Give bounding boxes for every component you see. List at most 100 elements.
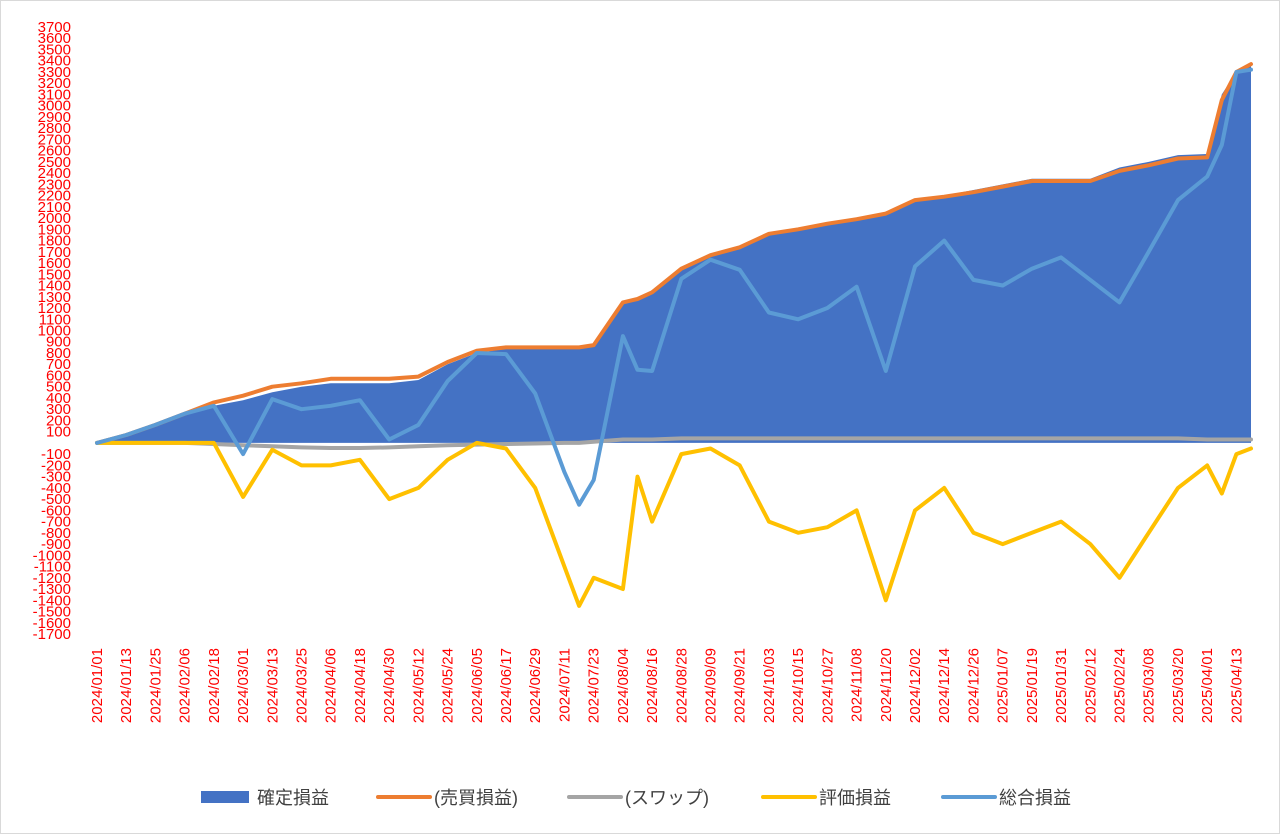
y-tick-label: 2800 [38, 120, 71, 137]
y-tick-label: -1700 [33, 626, 71, 643]
x-tick-label: 2024/07/11 [556, 648, 573, 722]
x-tick-label: 2024/04/06 [323, 648, 340, 723]
x-tick-label: 2024/04/18 [352, 648, 369, 723]
x-tick-label: 2024/01/01 [89, 648, 106, 723]
x-tick-label: 2024/03/25 [294, 648, 311, 723]
y-tick-label: -900 [41, 536, 71, 553]
y-tick-label: 800 [46, 345, 71, 362]
y-tick-label: 1200 [38, 300, 71, 317]
y-tick-label: -800 [41, 525, 71, 542]
y-tick-label: 2200 [38, 188, 71, 205]
y-tick-label: 2000 [38, 210, 71, 227]
series-area-0 [97, 64, 1251, 443]
x-tick-label: 2024/03/13 [264, 648, 281, 723]
area-layer [97, 64, 1251, 443]
x-tick-label: 2024/12/02 [907, 648, 924, 723]
x-tick-label: 2024/12/26 [966, 648, 983, 723]
y-tick-label: 1100 [39, 311, 71, 328]
y-tick-label: 3700 [38, 19, 71, 36]
y-tick-label: 1400 [38, 278, 71, 295]
x-tick-label: 2025/01/07 [995, 648, 1012, 723]
x-tick-label: 2024/06/05 [469, 648, 486, 723]
y-tick-label: 1900 [38, 221, 71, 238]
series-line-1 [95, 436, 1253, 450]
y-tick-label: 500 [46, 379, 71, 396]
x-tick-label: 2024/11/20 [878, 648, 895, 722]
y-tick-label: 700 [46, 356, 71, 373]
y-tick-label: 300 [46, 401, 71, 418]
x-tick-label: 2025/04/01 [1199, 648, 1216, 723]
x-tick-label: 2024/06/29 [527, 648, 544, 723]
legend: 確定損益 (売買損益) (スワップ) 評価損益 総合損益 [201, 788, 1071, 808]
y-tick-label: 400 [46, 390, 71, 407]
y-tick-label: -400 [41, 480, 71, 497]
x-tick-label: 2025/02/12 [1082, 648, 1099, 723]
x-axis: 2024/01/01 2024/01/13 2024/01/25 2024/02/06… [89, 648, 1245, 723]
line-layer [95, 62, 1253, 608]
x-tick-label: 2024/05/24 [440, 648, 457, 723]
y-tick-label: 200 [46, 412, 71, 429]
y-tick-label: 1800 [38, 233, 71, 250]
x-tick-label: 2025/03/08 [1141, 648, 1158, 723]
x-tick-label: 2024/03/01 [235, 648, 252, 723]
legend-label: 評価損益 [819, 788, 891, 808]
y-tick-label: -1400 [33, 592, 71, 609]
y-tick-label: 2300 [38, 176, 71, 193]
legend-label: (スワップ) [625, 788, 709, 808]
y-tick-label: 2600 [38, 143, 71, 160]
x-tick-label: 2024/11/08 [849, 648, 866, 722]
y-tick-label: -600 [41, 502, 71, 519]
y-tick-label: -500 [41, 491, 71, 508]
x-tick-label: 2024/09/21 [732, 648, 749, 723]
y-tick-label: 3500 [38, 41, 71, 58]
x-tick-label: 2024/02/06 [177, 648, 194, 723]
y-tick-label: 600 [46, 367, 71, 384]
x-tick-label: 2024/10/03 [761, 648, 778, 723]
y-tick-label: 2500 [38, 154, 71, 171]
x-tick-label: 2024/06/17 [498, 648, 515, 723]
y-tick-label: 2100 [38, 199, 71, 216]
y-tick-label: 2400 [38, 165, 71, 182]
x-tick-label: 2024/08/28 [673, 648, 690, 723]
legend-label: 総合損益 [999, 788, 1071, 808]
y-tick-label: -1000 [33, 547, 71, 564]
legend-swatch [201, 791, 249, 803]
x-tick-label: 2024/12/14 [936, 648, 953, 723]
y-tick-label: -100 [41, 446, 71, 463]
y-tick-label: 900 [46, 334, 71, 351]
x-tick-label: 2024/01/13 [118, 648, 135, 723]
y-tick-label: 3100 [38, 86, 71, 103]
x-tick-label: 2024/01/25 [147, 648, 164, 723]
x-tick-label: 2024/09/09 [703, 648, 720, 723]
y-tick-label: 100 [46, 424, 71, 441]
y-tick-label: 2700 [38, 131, 71, 148]
y-tick-label: -1500 [33, 604, 71, 621]
y-tick-label: 3600 [38, 30, 71, 47]
y-tick-label: -1600 [33, 615, 71, 632]
y-tick-label: 1000 [38, 323, 71, 340]
x-tick-label: 2024/02/18 [206, 648, 223, 723]
series-line-0 [95, 62, 1253, 445]
y-tick-label: 2900 [38, 109, 71, 126]
x-tick-label: 2024/08/04 [615, 648, 632, 723]
legend-label: (売買損益) [434, 788, 518, 808]
series-line-2 [95, 440, 1253, 608]
x-tick-label: 2025/01/19 [1024, 648, 1041, 723]
y-tick-label: -300 [41, 469, 71, 486]
x-tick-label: 2024/04/30 [381, 648, 398, 723]
series-line-3 [95, 67, 1253, 507]
x-tick-label: 2024/10/15 [790, 648, 807, 723]
y-axis: -1700-1600-1500-1400-1300-1200-1100-1000… [33, 19, 71, 643]
y-tick-label: 1500 [38, 266, 71, 283]
x-tick-label: 2024/08/16 [644, 648, 661, 723]
y-tick-label: 3000 [38, 98, 71, 115]
y-tick-label: -1200 [33, 570, 71, 587]
x-tick-label: 2025/02/24 [1112, 648, 1129, 723]
y-tick-label: 3300 [38, 64, 71, 81]
x-tick-label: 2024/05/12 [410, 648, 427, 723]
y-tick-label: 1300 [38, 289, 71, 306]
x-tick-label: 2024/10/27 [819, 648, 836, 723]
y-tick-label: -1100 [34, 559, 71, 576]
